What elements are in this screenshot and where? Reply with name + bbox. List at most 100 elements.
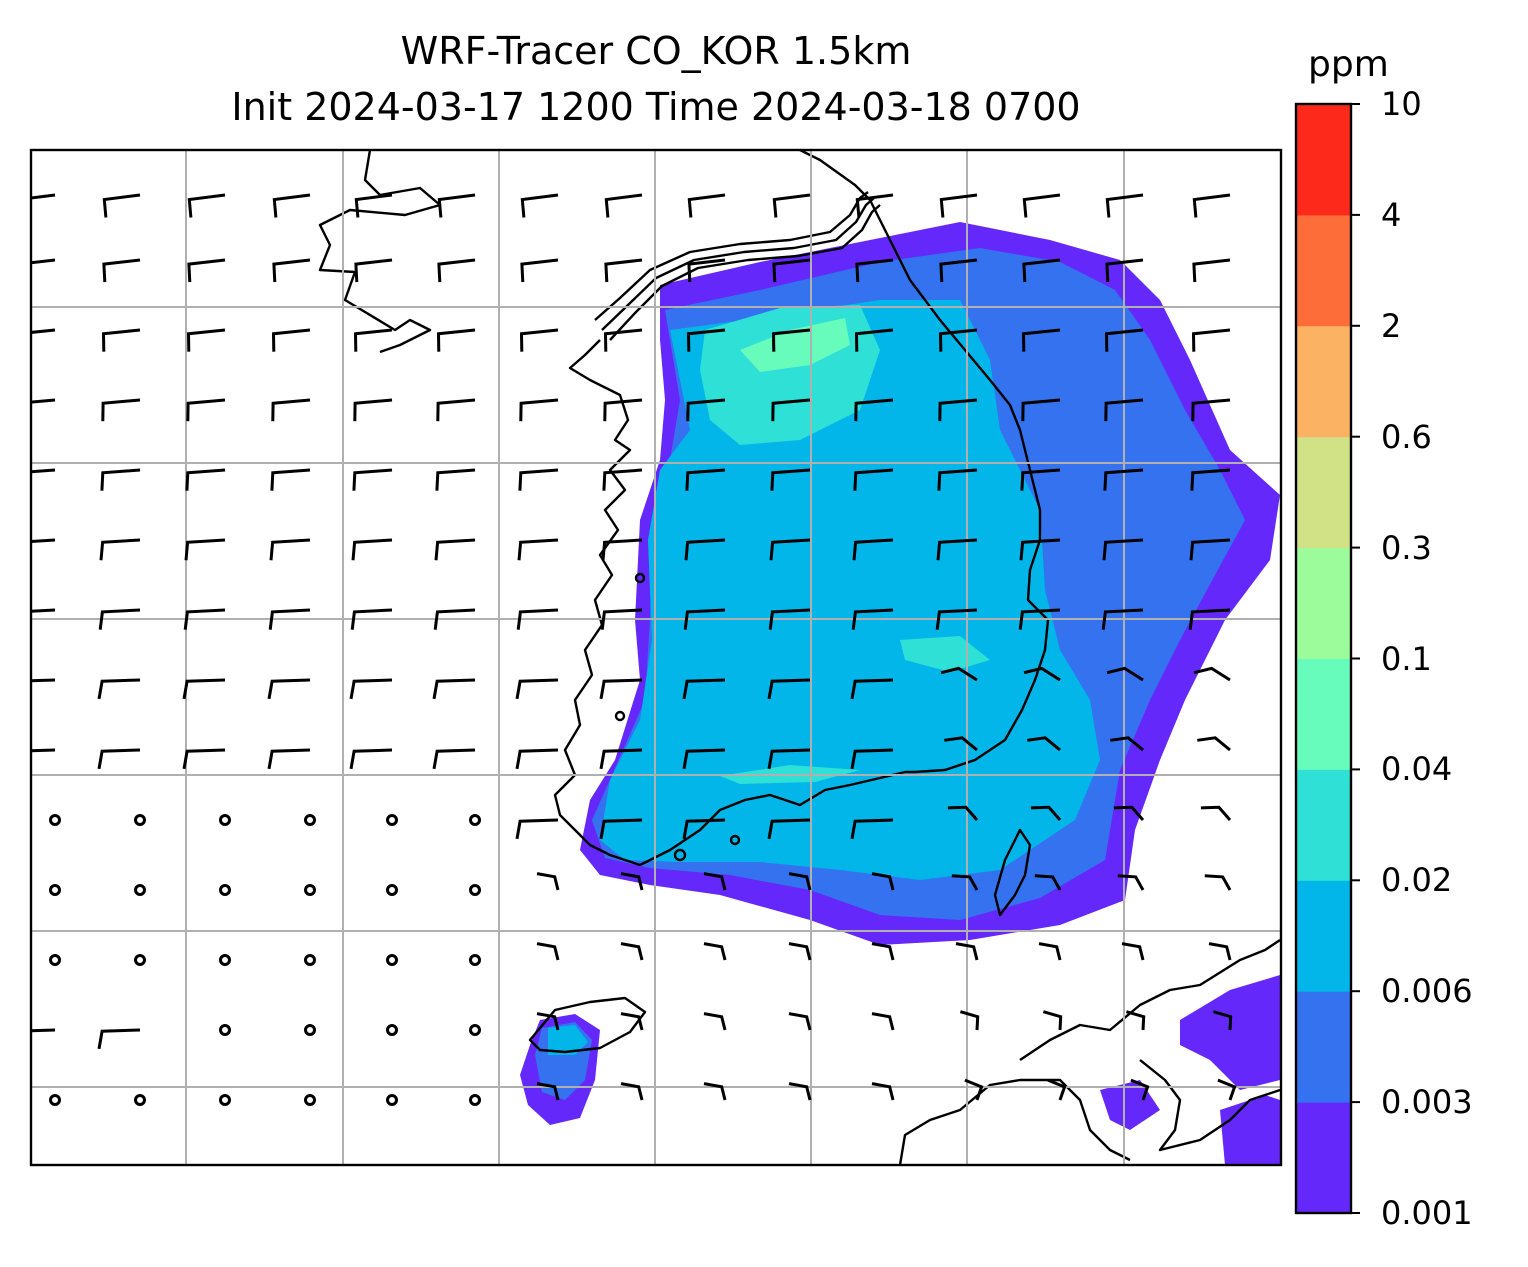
colorbar-tick-label: 0.003 bbox=[1381, 1083, 1473, 1122]
wind-barb bbox=[354, 258, 393, 283]
wind-barb bbox=[964, 1078, 984, 1101]
wind-barb bbox=[854, 328, 894, 352]
colorbar-segment bbox=[1296, 436, 1351, 549]
wind-barb bbox=[184, 538, 226, 561]
wind-barb bbox=[519, 398, 559, 422]
wind-barb bbox=[102, 258, 141, 283]
field-japan-0.001 bbox=[1180, 975, 1280, 1090]
wind-barb bbox=[1018, 608, 1061, 630]
colorbar-segment bbox=[1296, 769, 1351, 881]
wind-barb bbox=[515, 678, 559, 700]
wind-barb bbox=[350, 608, 393, 630]
wind-barb-calm bbox=[386, 954, 398, 966]
wind-barb bbox=[788, 942, 812, 961]
wind-barb-calm bbox=[49, 1094, 61, 1106]
wind-barb bbox=[938, 398, 978, 422]
wind-barb bbox=[1105, 193, 1144, 218]
wind-barb bbox=[1191, 328, 1231, 352]
wind-barb bbox=[102, 193, 141, 218]
wind-barb bbox=[31, 193, 56, 200]
wind-barb bbox=[536, 1082, 560, 1101]
field-japan-0.001-c bbox=[1220, 1095, 1280, 1165]
wind-barb bbox=[536, 1012, 560, 1031]
wind-barb bbox=[271, 328, 311, 352]
wind-barb bbox=[788, 872, 812, 891]
colorbar-segment bbox=[1296, 214, 1351, 327]
wind-barb-calm bbox=[49, 814, 61, 826]
wind-barb bbox=[851, 608, 894, 630]
kyushu bbox=[1019, 939, 1281, 1061]
wind-barb bbox=[703, 1082, 727, 1101]
wind-barb-calm bbox=[386, 1094, 398, 1106]
wind-barb bbox=[871, 1012, 895, 1031]
wind-barb bbox=[536, 942, 560, 961]
wind-barb bbox=[683, 608, 726, 630]
wind-barb bbox=[1189, 538, 1231, 561]
wind-barb-calm bbox=[304, 884, 316, 896]
wind-barb bbox=[854, 398, 894, 422]
map-title-line2: Init 2024-03-17 1200 Time 2024-03-18 070… bbox=[231, 85, 1081, 129]
wind-barb bbox=[959, 1010, 980, 1031]
wind-barb bbox=[519, 328, 559, 352]
wind-barb bbox=[852, 538, 894, 561]
wind-barb bbox=[1103, 468, 1144, 491]
wind-barb bbox=[1104, 398, 1144, 422]
wind-barb bbox=[951, 874, 979, 891]
wind-barb bbox=[767, 818, 811, 840]
wind-barb-calm bbox=[49, 954, 61, 966]
wind-barb bbox=[1192, 193, 1231, 218]
wind-barb bbox=[1188, 608, 1231, 630]
wind-barb bbox=[1023, 666, 1061, 682]
wind-barb bbox=[1022, 193, 1061, 218]
colorbar-tick-label: 0.02 bbox=[1381, 861, 1453, 900]
wind-barb bbox=[186, 398, 226, 422]
colorbar-tick-label: 10 bbox=[1381, 85, 1422, 123]
wind-barb bbox=[788, 1012, 812, 1031]
wind-barb-calm bbox=[386, 814, 398, 826]
wind-barb-calm bbox=[386, 1024, 398, 1036]
wind-barb bbox=[182, 748, 226, 770]
wind-barb-calm bbox=[469, 954, 481, 966]
wind-barb bbox=[31, 258, 56, 265]
wind-barb-calm bbox=[304, 1094, 316, 1106]
field-level-0.006 bbox=[600, 300, 1100, 880]
colorbar-tick-label: 0.1 bbox=[1381, 639, 1432, 678]
colorbar-tick-label: 0.04 bbox=[1381, 750, 1453, 789]
wind-barb bbox=[353, 398, 393, 422]
south-coast bbox=[639, 770, 915, 867]
wind-barb bbox=[955, 942, 979, 961]
colorbar-tick-label: 4 bbox=[1381, 195, 1402, 234]
colorbar-segment bbox=[1296, 991, 1351, 1103]
wind-barb bbox=[1019, 538, 1061, 561]
wind-barb bbox=[682, 678, 726, 700]
wind-barb bbox=[31, 678, 56, 683]
wind-barb bbox=[703, 872, 727, 891]
colorbar-tick-label: 0.3 bbox=[1381, 528, 1432, 567]
colorbar bbox=[1294, 102, 1360, 1215]
wind-barb bbox=[1038, 942, 1062, 961]
wind-barb bbox=[1208, 942, 1232, 961]
wind-barb bbox=[187, 193, 226, 218]
wind-barb bbox=[271, 398, 311, 422]
wind-barb-calm bbox=[469, 814, 481, 826]
wind-barb bbox=[268, 608, 311, 630]
wind-barb bbox=[517, 538, 559, 561]
wind-barb bbox=[685, 468, 726, 491]
wind-barb bbox=[599, 678, 643, 700]
wind-barb bbox=[432, 678, 476, 700]
wind-barb-calm bbox=[304, 954, 316, 966]
wind-barb bbox=[101, 328, 141, 352]
wind-barb bbox=[682, 818, 726, 840]
wind-barb bbox=[186, 328, 226, 352]
wind-barb bbox=[1030, 805, 1062, 821]
wind-barb bbox=[1190, 468, 1231, 491]
kyushu-south bbox=[898, 1078, 1131, 1165]
wind-barb bbox=[620, 1012, 644, 1031]
wind-barb bbox=[1217, 1078, 1237, 1101]
wind-barb bbox=[620, 942, 644, 961]
wind-barb bbox=[1193, 666, 1231, 682]
wind-barb bbox=[272, 258, 311, 283]
colorbar-tick-label: 0.001 bbox=[1381, 1194, 1473, 1232]
wind-barb bbox=[183, 608, 226, 630]
